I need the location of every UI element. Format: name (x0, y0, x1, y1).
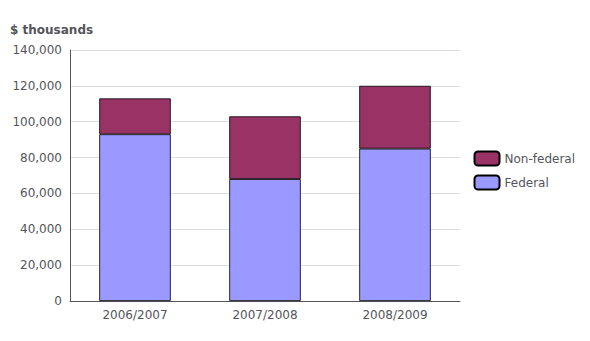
svg-text:2006/2007: 2006/2007 (102, 308, 167, 322)
svg-text:Non-federal: Non-federal (505, 152, 575, 166)
svg-text:2008/2009: 2008/2009 (362, 308, 427, 322)
svg-text:2007/2008: 2007/2008 (232, 308, 297, 322)
svg-text:140,000: 140,000 (12, 43, 62, 57)
svg-text:Federal: Federal (505, 176, 549, 190)
svg-text:80,000: 80,000 (20, 151, 62, 165)
svg-text:20,000: 20,000 (20, 258, 62, 272)
svg-text:40,000: 40,000 (20, 222, 62, 236)
svg-text:60,000: 60,000 (20, 186, 62, 200)
svg-text:120,000: 120,000 (12, 79, 62, 93)
svg-text:100,000: 100,000 (12, 115, 62, 129)
svg-text:0: 0 (54, 294, 62, 308)
svg-text:$ thousands: $ thousands (10, 23, 93, 37)
